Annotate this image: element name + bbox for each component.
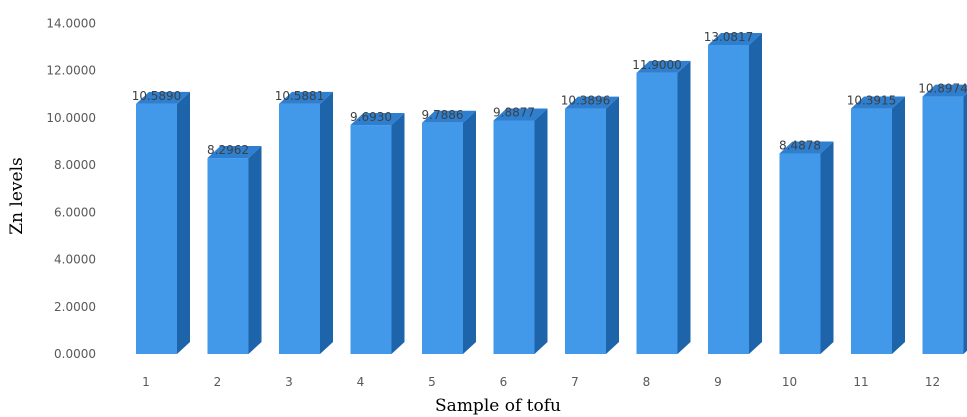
bar	[279, 91, 333, 354]
bar-top-face	[422, 110, 476, 123]
bar	[922, 84, 967, 355]
x-tick-label: 1	[142, 375, 150, 389]
bar	[565, 96, 619, 354]
x-tick-label: 4	[357, 375, 365, 389]
bar-data-label: 11.9000	[632, 58, 682, 72]
y-tick-label: 12.0000	[46, 64, 96, 78]
bars	[136, 33, 967, 355]
bar-data-label: 9.7886	[422, 108, 464, 122]
y-tick-label: 4.0000	[54, 253, 96, 267]
bar-data-label: 9.6930	[350, 110, 392, 124]
bar-side-face	[749, 33, 762, 354]
x-tick-label: 7	[571, 375, 579, 389]
bar-front-face	[708, 45, 749, 354]
bar-front-face	[922, 96, 964, 355]
bar	[493, 108, 548, 355]
bar-side-face	[391, 113, 405, 355]
bar-data-label: 9.8877	[493, 105, 535, 119]
bar-data-label: 10.5881	[275, 89, 325, 103]
bar-top-face	[708, 33, 762, 46]
bar-data-label: 8.2962	[207, 143, 249, 157]
data-labels: 10.5890 8.2962 10.5881 9.6930 9.7886 9.8877 10…	[132, 30, 967, 157]
bar-data-label: 10.5890	[132, 89, 182, 103]
bar	[350, 113, 405, 355]
bar-front-face	[636, 72, 678, 354]
bar-top-face	[279, 91, 333, 104]
bar	[779, 141, 834, 354]
bar-front-face	[422, 122, 463, 354]
y-tick-label: 14.0000	[46, 16, 96, 30]
bar-side-face	[248, 146, 262, 354]
bar-top-face	[565, 96, 619, 109]
y-tick-label: 10.0000	[46, 111, 96, 125]
bar-top-face	[136, 91, 190, 104]
bar-front-face	[779, 153, 821, 354]
bar-side-face	[606, 96, 619, 354]
bar-top-face	[922, 84, 967, 97]
bar	[708, 33, 762, 354]
y-axis-tick-labels: 0.0000 2.0000 4.0000 6.0000 8.0000 10.0000 12.…	[46, 16, 96, 361]
bar-data-label: 10.8974	[918, 82, 967, 96]
y-tick-label: 8.0000	[54, 158, 96, 172]
x-tick-label: 6	[500, 375, 508, 389]
bar	[636, 60, 691, 355]
x-tick-label: 12	[925, 375, 940, 389]
bar-front-face	[207, 158, 249, 354]
bar-side-face	[963, 93, 967, 354]
bar-top-face	[350, 113, 405, 126]
bar-front-face	[851, 108, 892, 355]
x-tick-label: 2	[214, 375, 222, 389]
bar-side-face	[463, 110, 476, 354]
x-tick-label: 8	[643, 375, 651, 389]
bar-side-face	[820, 141, 834, 354]
bar-side-face	[177, 91, 190, 354]
bar-top-face	[779, 141, 834, 154]
bar-front-face	[565, 108, 606, 354]
bar-front-face	[279, 103, 320, 354]
x-tick-label: 5	[428, 375, 436, 389]
bar-side-face	[320, 91, 333, 354]
bar-top-face	[851, 96, 905, 109]
bar-data-label: 13.0817	[704, 30, 754, 44]
x-tick-label: 10	[782, 375, 797, 389]
bar	[207, 146, 262, 354]
y-axis-title: Zn levels	[7, 157, 27, 235]
bar-side-face	[677, 60, 691, 355]
bar-top-face	[636, 60, 691, 73]
bar	[422, 110, 476, 354]
bar	[851, 96, 905, 355]
y-tick-label: 2.0000	[54, 300, 96, 314]
bar-front-face	[350, 125, 392, 355]
bar-front-face	[136, 103, 177, 354]
y-tick-label: 6.0000	[54, 205, 96, 219]
bar-side-face	[534, 108, 548, 355]
bar-data-label: 10.3915	[847, 94, 897, 108]
x-axis-title: Sample of tofu	[435, 396, 561, 416]
y-tick-label: 0.0000	[54, 347, 96, 361]
bar-top-face	[207, 146, 262, 159]
bar-top-face	[493, 108, 548, 121]
bar-side-face	[892, 96, 905, 355]
x-tick-label: 9	[714, 375, 722, 389]
x-axis-tick-labels: 1 2 3 4 5 6 7 8 9 10 11 12	[142, 375, 940, 389]
bar	[136, 91, 190, 354]
bar-data-label: 10.3896	[561, 94, 611, 108]
bar-data-label: 8.4878	[779, 139, 821, 153]
bar-front-face	[493, 120, 535, 355]
x-tick-label: 11	[853, 375, 868, 389]
x-tick-label: 3	[285, 375, 293, 389]
